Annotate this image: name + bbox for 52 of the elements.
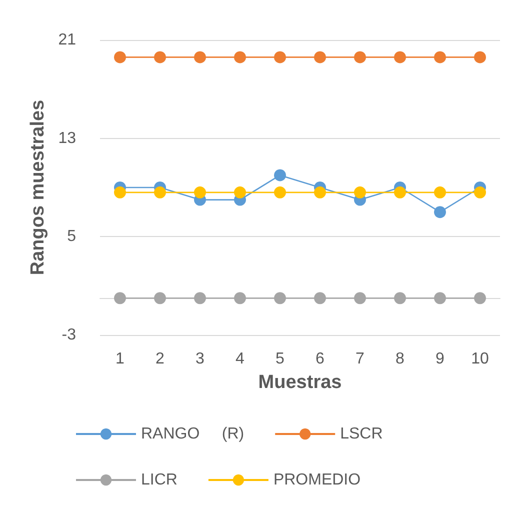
point (394, 51, 406, 64)
point (274, 292, 286, 304)
x-tick-label: 1 (116, 350, 125, 368)
point (474, 51, 486, 64)
point (154, 51, 166, 64)
x-tick-label: 5 (276, 350, 285, 368)
y-tick-label: 13 (58, 130, 76, 147)
x-tick-label: 9 (436, 350, 445, 368)
point (394, 292, 406, 304)
point (234, 51, 246, 64)
point (474, 186, 486, 198)
legend-label: RANGO (R) (141, 426, 244, 442)
point (274, 169, 286, 182)
legend-label: LSCR (340, 426, 383, 442)
point (354, 51, 366, 64)
x-tick-label: 4 (236, 350, 245, 368)
x-tick-label: 7 (356, 350, 365, 368)
y-tick-label: 5 (67, 228, 76, 246)
point (434, 51, 446, 64)
point (434, 206, 446, 218)
x-tick-label: 2 (156, 350, 165, 368)
point (314, 51, 326, 64)
x-tick-label: 10 (471, 350, 489, 368)
x-tick-label: 8 (396, 350, 405, 368)
point (434, 292, 446, 304)
point (154, 186, 166, 198)
x-axis-title: Muestras (258, 372, 342, 393)
point (394, 186, 406, 198)
y-tick-label: 21 (58, 32, 76, 48)
point (314, 186, 326, 198)
point (234, 186, 246, 198)
point (194, 186, 206, 198)
y-axis-title: Rangos muestrales (27, 100, 48, 276)
point (434, 186, 446, 198)
point (194, 292, 206, 304)
point (274, 51, 286, 64)
point (234, 292, 246, 304)
point (474, 292, 486, 304)
point (354, 292, 366, 304)
point (314, 292, 326, 304)
point (154, 292, 166, 304)
x-tick-label: 6 (316, 350, 325, 368)
point (194, 51, 206, 64)
legend-label: LICR (141, 472, 178, 488)
point (274, 186, 286, 198)
point (114, 186, 126, 198)
point (114, 51, 126, 64)
point (114, 292, 126, 304)
point (354, 186, 366, 198)
y-tick-label: -3 (62, 326, 76, 344)
legend-label: PROMEDIO (273, 472, 361, 488)
x-tick-label: 3 (196, 350, 205, 368)
